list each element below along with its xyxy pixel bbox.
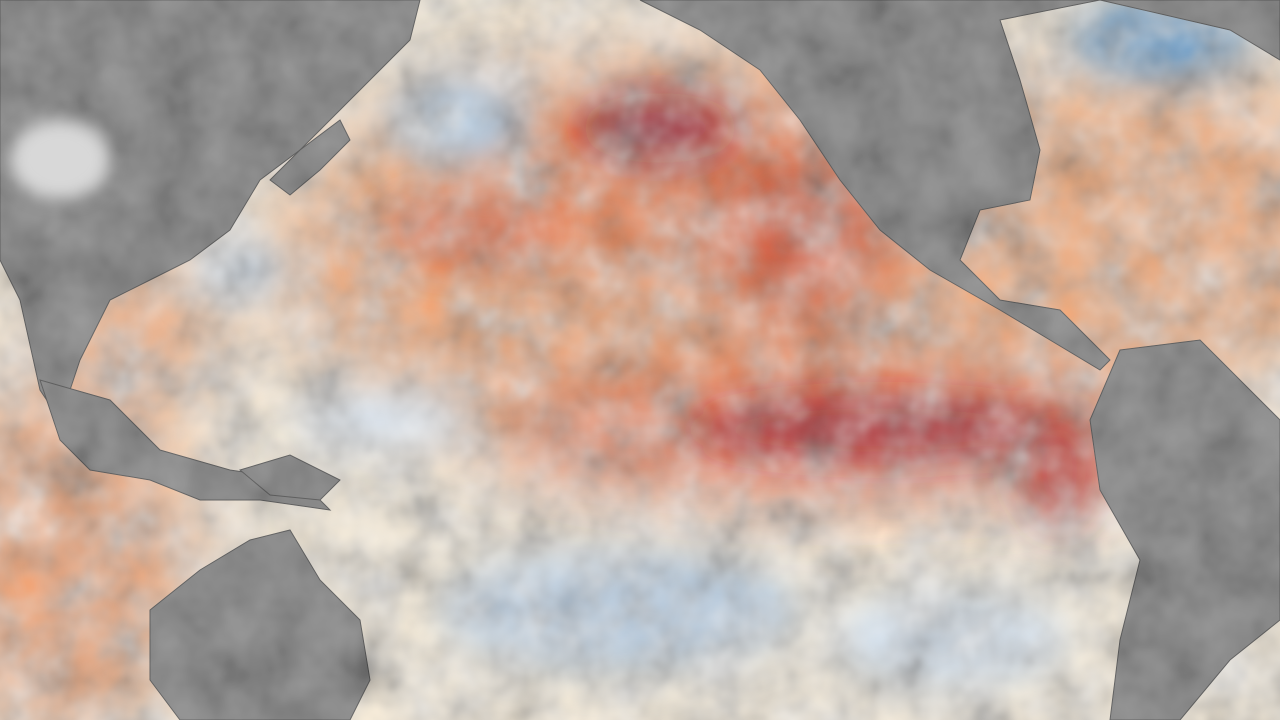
tibetan-plateau <box>10 120 110 200</box>
asia <box>0 0 421 422</box>
australia <box>149 529 371 720</box>
north-america <box>639 0 1280 371</box>
new-guinea <box>238 454 341 501</box>
hot-spots <box>380 93 1100 530</box>
south-america <box>1089 339 1280 720</box>
japan <box>269 119 351 196</box>
